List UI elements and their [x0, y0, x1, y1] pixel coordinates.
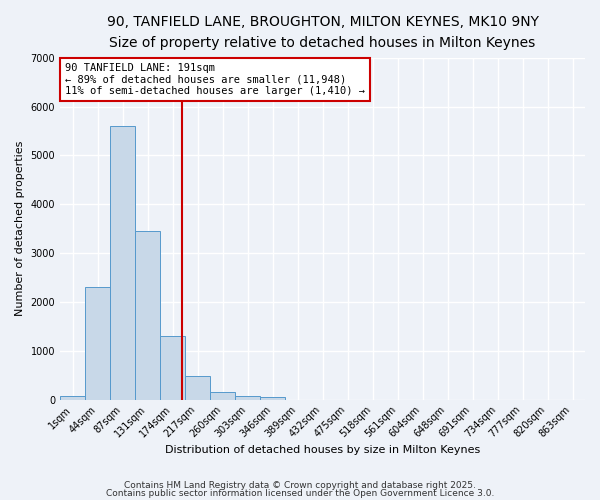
- Bar: [235, 396, 260, 400]
- Title: 90, TANFIELD LANE, BROUGHTON, MILTON KEYNES, MK10 9NY
Size of property relative : 90, TANFIELD LANE, BROUGHTON, MILTON KEY…: [107, 15, 539, 50]
- Bar: [110, 126, 135, 400]
- Text: Contains public sector information licensed under the Open Government Licence 3.: Contains public sector information licen…: [106, 488, 494, 498]
- Y-axis label: Number of detached properties: Number of detached properties: [15, 141, 25, 316]
- Text: Contains HM Land Registry data © Crown copyright and database right 2025.: Contains HM Land Registry data © Crown c…: [124, 481, 476, 490]
- Bar: [210, 392, 235, 400]
- Bar: [85, 288, 110, 400]
- Bar: [185, 376, 210, 400]
- Bar: [160, 336, 185, 400]
- Text: 90 TANFIELD LANE: 191sqm
← 89% of detached houses are smaller (11,948)
11% of se: 90 TANFIELD LANE: 191sqm ← 89% of detach…: [65, 63, 365, 96]
- Bar: [60, 396, 85, 400]
- X-axis label: Distribution of detached houses by size in Milton Keynes: Distribution of detached houses by size …: [165, 445, 480, 455]
- Bar: [260, 397, 285, 400]
- Bar: [135, 231, 160, 400]
